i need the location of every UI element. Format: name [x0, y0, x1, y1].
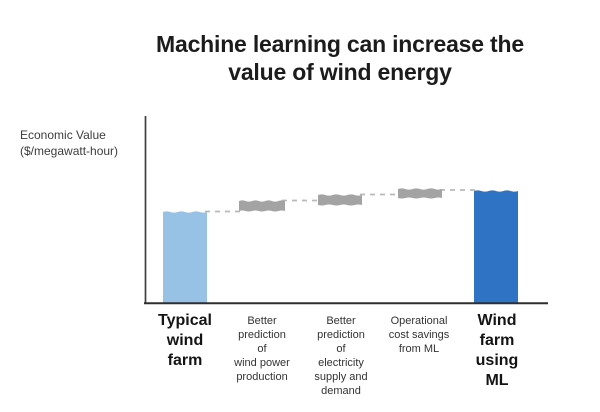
- x-label-wind-power-prediction: Better prediction of wind power producti…: [234, 315, 290, 383]
- bar-typical-wind-farm: [163, 211, 207, 303]
- bar-step-operational-savings: [398, 188, 442, 199]
- x-label-typical-wind-farm: Typical wind farm: [158, 312, 212, 369]
- y-axis-label: Economic Value ($/megawatt-hour): [20, 128, 119, 158]
- x-label-electricity-supply-demand-prediction: Better prediction of electricity supply …: [314, 315, 368, 397]
- bar-wind-farm-using-ml: [474, 190, 518, 303]
- bar-step-wind-power-prediction: [239, 200, 285, 212]
- chart-title: Machine learning can increase the value …: [156, 31, 524, 85]
- x-label-operational-cost-savings: Operational cost savings from ML: [388, 315, 450, 355]
- x-label-wind-farm-using-ml: Wind farm using ML: [475, 312, 519, 389]
- bar-step-electricity-prediction: [318, 194, 362, 206]
